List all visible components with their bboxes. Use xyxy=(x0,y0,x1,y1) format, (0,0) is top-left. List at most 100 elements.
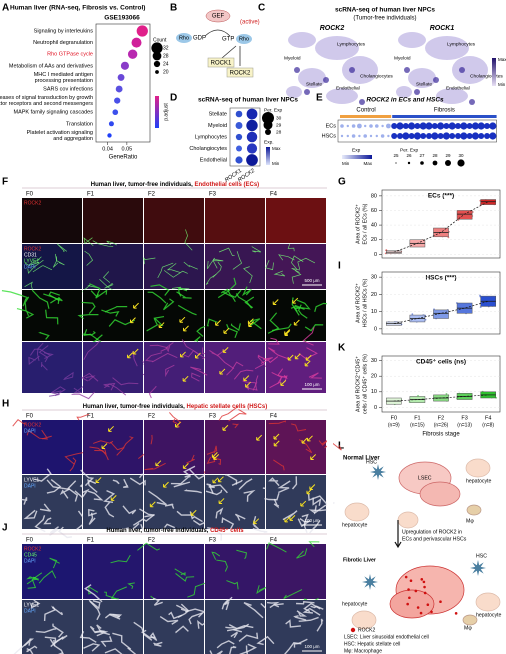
dot xyxy=(443,123,450,129)
chart-title: HSCs (***) xyxy=(425,275,456,282)
texture xyxy=(318,439,330,446)
texture xyxy=(252,527,268,533)
texture xyxy=(92,240,114,247)
rock2-dot xyxy=(430,610,433,614)
cell-label: Myeloid xyxy=(284,55,301,61)
rock-box xyxy=(226,67,254,78)
rock2-dot xyxy=(409,579,413,583)
texture xyxy=(112,479,120,485)
texture xyxy=(102,271,111,283)
texture xyxy=(243,602,264,619)
texture xyxy=(31,289,50,309)
texture xyxy=(103,489,116,504)
texture xyxy=(140,629,155,639)
dot xyxy=(442,132,450,140)
arrow xyxy=(182,463,189,469)
texture xyxy=(278,254,295,261)
node-label: ROCK2 xyxy=(230,71,251,77)
channel-label: DAPI xyxy=(24,483,36,489)
row-label: Myeloid xyxy=(208,123,227,129)
texture xyxy=(164,503,175,509)
stage-label: F3 xyxy=(209,538,217,544)
micrograph xyxy=(205,420,265,474)
dot xyxy=(120,61,129,70)
texture xyxy=(220,288,233,298)
texture xyxy=(152,352,178,363)
texture xyxy=(297,304,308,319)
arrow xyxy=(253,518,260,525)
rock2-dot xyxy=(419,611,423,615)
texture xyxy=(297,518,310,528)
panel-letter: K xyxy=(338,343,346,354)
texture xyxy=(83,237,94,246)
plot-frame xyxy=(95,23,151,143)
texture xyxy=(205,489,223,496)
row-label: Cholangiocytes xyxy=(189,146,227,152)
group-bar xyxy=(392,115,497,118)
dot xyxy=(364,124,367,128)
arrow xyxy=(273,440,280,447)
texture xyxy=(268,347,289,360)
texture xyxy=(308,508,332,514)
arrow xyxy=(306,488,313,495)
umap-hot xyxy=(404,67,410,73)
panel-title: scRNA-seq of human liver NPCs xyxy=(335,7,435,14)
texture xyxy=(285,619,301,628)
micrograph xyxy=(205,290,265,341)
arrow xyxy=(273,433,280,440)
micrograph xyxy=(144,544,204,599)
cell-label: Lymphocytes xyxy=(447,41,476,47)
texture xyxy=(174,568,186,576)
texture xyxy=(296,299,311,310)
texture xyxy=(277,480,291,494)
y-tick-label: 0 xyxy=(374,326,377,332)
texture xyxy=(183,489,202,494)
texture xyxy=(101,309,120,317)
dot xyxy=(489,122,497,130)
texture xyxy=(38,331,50,340)
texture xyxy=(295,601,315,605)
arrow xyxy=(256,434,263,441)
texture xyxy=(291,270,302,284)
arrow xyxy=(158,322,165,329)
diagram-label: Mφ xyxy=(464,625,472,631)
y-axis-label: ECs / all ECs (%) xyxy=(362,203,368,244)
texture xyxy=(109,613,121,620)
texture xyxy=(56,243,68,252)
texture xyxy=(215,507,224,519)
pathway-label: MHC I mediated antigen xyxy=(34,72,93,78)
legend-title: Per. Exp xyxy=(264,107,282,113)
micrograph xyxy=(266,198,326,243)
arrow xyxy=(180,351,186,358)
texture xyxy=(177,603,190,619)
arrow xyxy=(215,319,221,326)
texture xyxy=(209,350,219,357)
micrograph xyxy=(83,544,143,599)
texture xyxy=(26,429,48,440)
texture xyxy=(104,501,115,518)
panel-letter: E xyxy=(316,93,323,104)
channel-label: CD31 xyxy=(24,252,37,258)
arrow xyxy=(287,354,294,361)
dot xyxy=(402,132,410,140)
texture xyxy=(88,599,101,610)
group-bar xyxy=(340,115,392,118)
texture xyxy=(186,454,195,464)
texture xyxy=(24,281,33,290)
texture xyxy=(45,309,59,325)
texture xyxy=(13,638,32,654)
texture xyxy=(241,286,252,297)
texture xyxy=(137,542,160,551)
scale-label: 100 μm xyxy=(304,644,319,649)
dot xyxy=(235,156,243,164)
arrow xyxy=(213,454,220,460)
micrograph xyxy=(83,342,143,393)
texture xyxy=(176,604,189,612)
y-axis-label: Area of ROCK2⁺CD45⁺ xyxy=(355,356,361,412)
dot xyxy=(460,122,468,130)
panel-letter: D xyxy=(170,93,177,104)
x-tick-label: F4 xyxy=(485,415,491,421)
arrow xyxy=(219,368,226,375)
dot xyxy=(391,123,398,129)
texture xyxy=(170,475,191,485)
